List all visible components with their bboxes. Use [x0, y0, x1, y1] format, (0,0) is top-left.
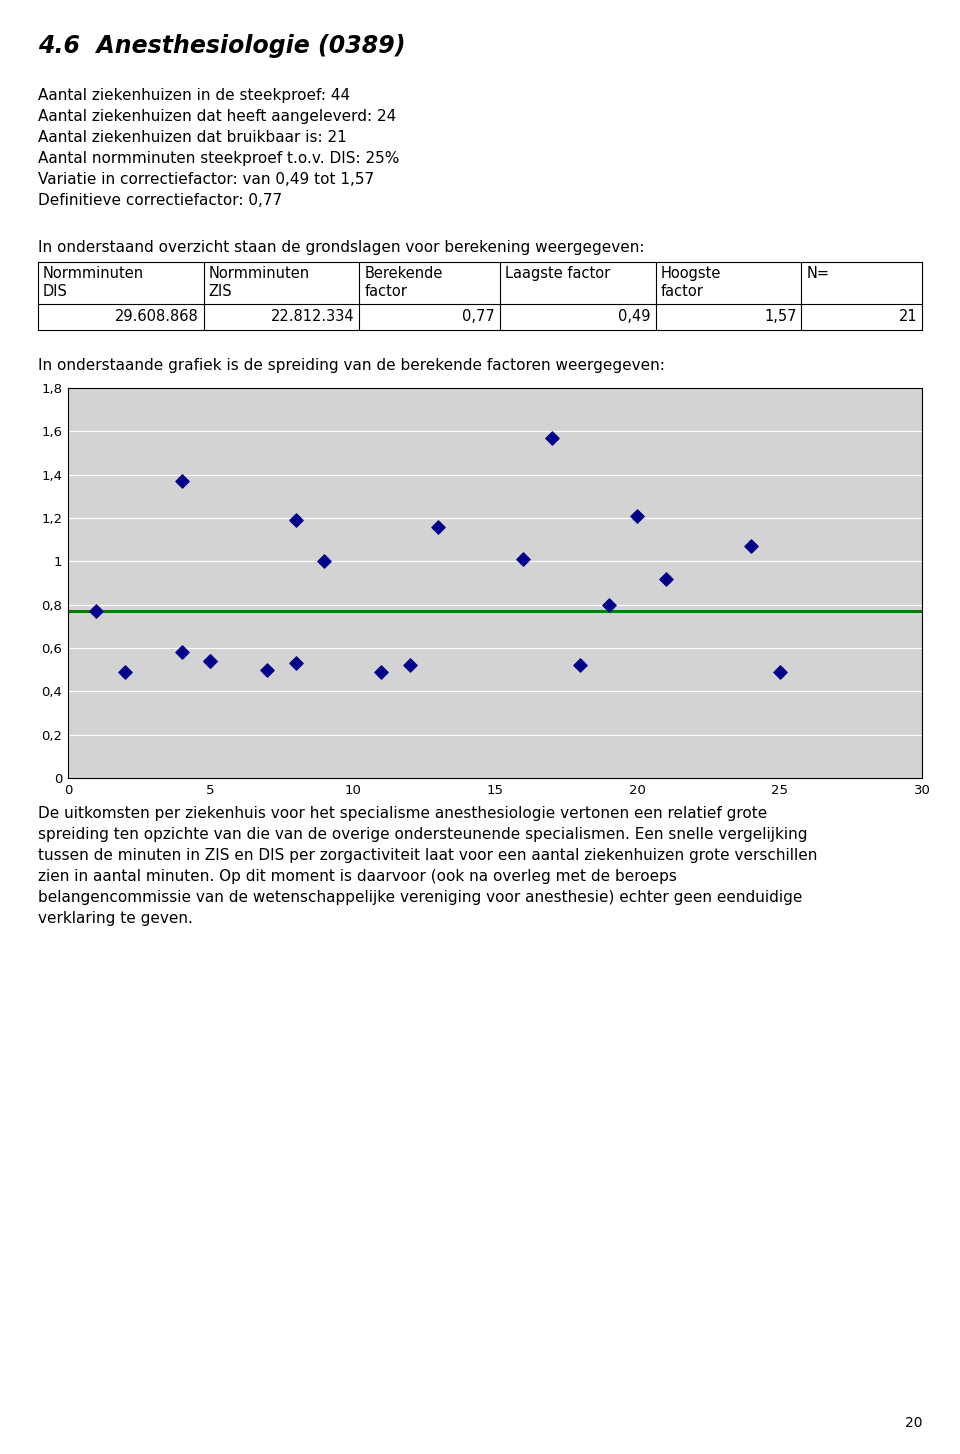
Text: Aantal ziekenhuizen in de steekproef: 44: Aantal ziekenhuizen in de steekproef: 44 [38, 89, 350, 103]
Text: 22.812.334: 22.812.334 [271, 310, 354, 324]
Point [174, 641, 189, 664]
Point [659, 567, 674, 590]
Text: De uitkomsten per ziekenhuis voor het specialisme anesthesiologie vertonen een r: De uitkomsten per ziekenhuis voor het sp… [38, 806, 767, 822]
Text: 0,77: 0,77 [463, 310, 495, 324]
Text: factor: factor [660, 284, 704, 300]
Text: In onderstaand overzicht staan de grondslagen voor berekening weergegeven:: In onderstaand overzicht staan de gronds… [38, 240, 644, 254]
Text: Hoogste: Hoogste [660, 266, 721, 281]
Text: tussen de minuten in ZIS en DIS per zorgactiviteit laat voor een aantal ziekenhu: tussen de minuten in ZIS en DIS per zorg… [38, 848, 817, 864]
Text: zien in aantal minuten. Op dit moment is daarvoor (ook na overleg met de beroeps: zien in aantal minuten. Op dit moment is… [38, 869, 677, 884]
Point [117, 660, 132, 683]
Point [630, 505, 645, 528]
Point [516, 548, 531, 571]
Text: 20: 20 [904, 1416, 922, 1429]
Point [317, 550, 332, 573]
Text: Normminuten: Normminuten [43, 266, 144, 281]
Point [772, 660, 787, 683]
Point [259, 659, 275, 682]
Text: Aantal normminuten steekproef t.o.v. DIS: 25%: Aantal normminuten steekproef t.o.v. DIS… [38, 151, 399, 166]
Point [203, 650, 218, 673]
Point [373, 660, 389, 683]
Text: belangencommissie van de wetenschappelijke vereniging voor anesthesie) echter ge: belangencommissie van de wetenschappelij… [38, 890, 803, 904]
Point [402, 654, 418, 678]
Point [288, 509, 303, 532]
Point [430, 515, 445, 538]
Point [288, 651, 303, 675]
Text: Definitieve correctiefactor: 0,77: Definitieve correctiefactor: 0,77 [38, 193, 282, 208]
Text: 29.608.868: 29.608.868 [115, 310, 199, 324]
Text: Aantal ziekenhuizen dat bruikbaar is: 21: Aantal ziekenhuizen dat bruikbaar is: 21 [38, 129, 347, 145]
Point [743, 535, 758, 558]
Point [601, 593, 616, 616]
Text: DIS: DIS [43, 284, 68, 300]
Text: factor: factor [365, 284, 407, 300]
Text: Laagste factor: Laagste factor [505, 266, 611, 281]
Point [573, 654, 588, 678]
Point [174, 470, 189, 493]
Text: 4.6  Anesthesiologie (0389): 4.6 Anesthesiologie (0389) [38, 33, 405, 58]
Text: spreiding ten opzichte van die van de overige ondersteunende specialismen. Een s: spreiding ten opzichte van die van de ov… [38, 827, 807, 842]
Point [88, 599, 104, 622]
Text: N=: N= [806, 266, 829, 281]
Text: verklaring te geven.: verklaring te geven. [38, 912, 193, 926]
Text: Normminuten: Normminuten [208, 266, 310, 281]
Text: Variatie in correctiefactor: van 0,49 tot 1,57: Variatie in correctiefactor: van 0,49 to… [38, 172, 374, 188]
Text: Berekende: Berekende [365, 266, 443, 281]
Text: 0,49: 0,49 [618, 310, 651, 324]
Text: 21: 21 [899, 310, 917, 324]
Text: Aantal ziekenhuizen dat heeft aangeleverd: 24: Aantal ziekenhuizen dat heeft aangelever… [38, 109, 396, 124]
Text: ZIS: ZIS [208, 284, 232, 300]
Point [203, 650, 218, 673]
Text: In onderstaande grafiek is de spreiding van de berekende factoren weergegeven:: In onderstaande grafiek is de spreiding … [38, 358, 665, 374]
Text: 1,57: 1,57 [764, 310, 797, 324]
Point [544, 426, 560, 449]
